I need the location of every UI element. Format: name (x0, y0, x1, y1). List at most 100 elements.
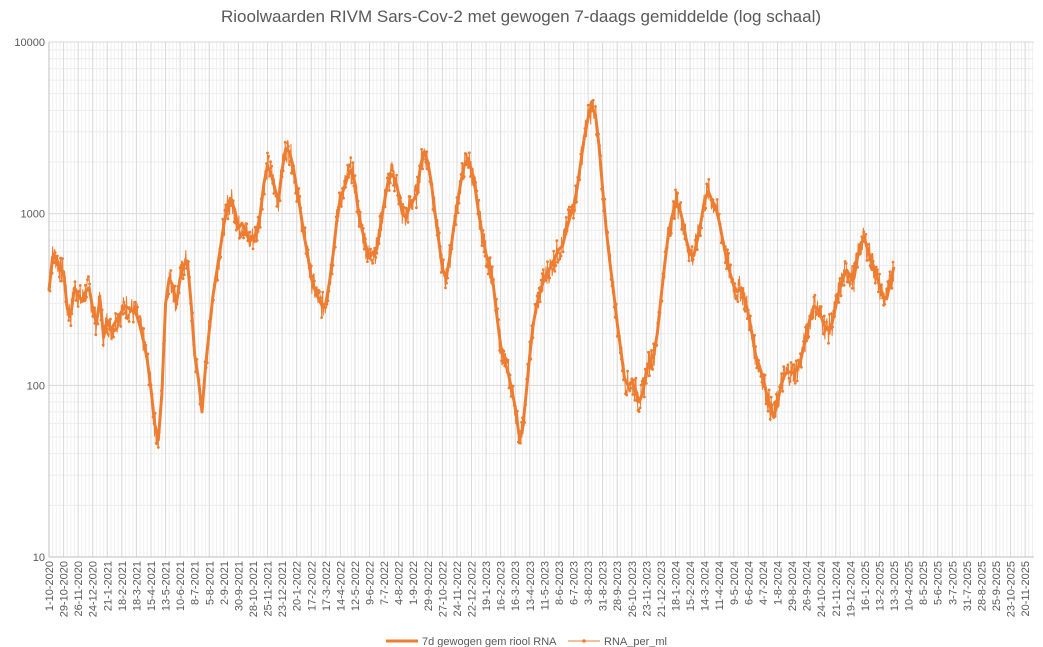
series-rna-per-ml-point (501, 361, 505, 365)
series-rna-per-ml-point (792, 378, 796, 382)
series-rna-per-ml-point (115, 327, 118, 331)
series-rna-per-ml-point (126, 315, 130, 318)
series-rna-per-ml-point (690, 245, 694, 249)
x-tick-label: 12-5-2022 (350, 561, 362, 611)
series-rna-per-ml-point (87, 275, 90, 279)
series-rna-per-ml-point (112, 335, 115, 339)
series-rna-per-ml-point (780, 372, 783, 375)
series-rna-per-ml-point (706, 183, 710, 187)
x-tick-label: 11-5-2023 (539, 561, 551, 610)
series-rna-per-ml-point (242, 236, 246, 240)
series-rna-per-ml-point (119, 325, 123, 328)
series-rna-per-ml-point (768, 417, 772, 421)
series-rna-per-ml-point (421, 167, 424, 171)
legend-label-raw: RNA_per_ml (604, 636, 667, 647)
series-rna-per-ml-point (74, 299, 78, 302)
series-rna-per-ml-point (287, 145, 290, 148)
series-rna-per-ml-point (766, 409, 770, 413)
series-rna-per-ml-point (371, 261, 375, 265)
series-rna-per-ml-point (676, 191, 679, 195)
series-rna-per-ml-point (468, 151, 471, 155)
series-rna-per-ml-point (444, 286, 447, 290)
series-rna-per-ml-point (408, 195, 412, 199)
series-rna-per-ml-point (763, 373, 767, 377)
chart-legend: 7d gewogen gem riool RNA RNA_per_ml (386, 636, 667, 647)
x-tick-label: 21-1-2021 (102, 561, 114, 611)
x-tick-label: 18-3-2021 (131, 561, 143, 611)
series-rna-per-ml-point (864, 232, 868, 236)
series-rna-per-ml-point (786, 363, 790, 367)
x-tick-label: 22-12-2022 (467, 561, 479, 617)
x-tick-label: 7-7-2022 (379, 561, 391, 605)
series-rna-per-ml-point (155, 442, 159, 446)
series-rna-per-ml-point (557, 258, 561, 262)
series-rna-per-ml-point (586, 103, 590, 107)
y-axis-ticks: 10 100 1000 10000 (14, 37, 45, 564)
x-tick-label: 5-6-2025 (933, 561, 945, 605)
series-rna-per-ml-point (552, 249, 556, 253)
series-rna-per-ml-point (311, 274, 315, 278)
series-rna-per-ml-point (156, 446, 160, 449)
series-rna-per-ml-point (265, 162, 268, 165)
x-tick-label: 19-12-2024 (845, 561, 857, 617)
series-rna-per-ml-point (500, 359, 504, 363)
series-rna-per-ml-point (337, 191, 341, 195)
series-rna-per-ml-point (888, 270, 892, 274)
series-rna-per-ml-point (136, 305, 139, 309)
series-rna-per-ml-point (813, 293, 817, 297)
x-tick-label: 18-2-2021 (117, 561, 129, 611)
series-rna-per-ml-point (366, 260, 369, 263)
series-rna-per-ml-point (178, 266, 182, 270)
series-rna-per-ml-point (245, 222, 249, 226)
series-rna-per-ml-point (886, 280, 890, 283)
series-rna-per-ml-point (672, 200, 675, 203)
series-rna-per-ml-point (729, 263, 732, 267)
series-rna-per-ml-point (548, 276, 551, 280)
x-tick-label: 13-5-2021 (161, 561, 173, 611)
x-tick-label: 14-4-2022 (335, 561, 347, 611)
series-rna-per-ml-point (769, 395, 773, 399)
series-rna-per-ml-point (828, 313, 831, 316)
x-tick-label: 25-9-2025 (991, 561, 1003, 611)
series-rna-per-ml-point (795, 379, 799, 383)
series-rna-per-ml-point (572, 216, 575, 220)
series-rna-per-ml-point (539, 278, 543, 282)
series-rna-per-ml-point (73, 280, 77, 283)
x-tick-label: 8-6-2023 (554, 561, 566, 605)
series-rna-per-ml-point (862, 230, 866, 234)
series-rna-per-ml-point (349, 156, 353, 160)
series-rna-per-ml-point (878, 272, 881, 276)
x-tick-label: 28-9-2023 (612, 561, 624, 611)
series-rna-per-ml-point (121, 312, 125, 316)
legend-marker-raw (582, 639, 586, 643)
x-tick-label: 9-6-2022 (365, 561, 377, 605)
series-rna-per-ml-point (873, 281, 877, 285)
series-rna-per-ml-point (767, 388, 771, 392)
series-rna-per-ml-point (387, 189, 391, 192)
series-rna-per-ml-point (725, 267, 728, 271)
series-rna-per-ml-point (374, 256, 378, 259)
series-rna-per-ml-point (830, 312, 833, 315)
series-rna-per-ml-point (839, 294, 843, 298)
series-rna-per-ml-point (811, 315, 815, 319)
series-rna-per-ml-point (369, 247, 372, 251)
series-rna-per-ml-point (351, 161, 355, 165)
series-rna-per-ml-point (385, 176, 389, 180)
series-rna-per-ml-point (648, 374, 651, 377)
x-tick-label: 15-4-2021 (146, 561, 158, 611)
series-rna-per-ml-point (68, 315, 72, 318)
x-tick-label: 10-4-2025 (904, 561, 916, 611)
series-rna-per-ml-point (486, 272, 490, 276)
series-rna-per-ml-point (288, 163, 291, 167)
series-rna-per-ml-point (794, 359, 798, 363)
series-rna-per-ml-point (415, 206, 418, 210)
series-rna-per-ml-point (739, 296, 743, 299)
x-tick-label: 5-8-2021 (204, 561, 216, 605)
series-rna-per-ml-point (76, 305, 80, 308)
series-rna-per-ml-point (488, 256, 492, 260)
legend-label-weighted: 7d gewogen gem riool RNA (422, 636, 557, 647)
series-rna-per-ml-point (538, 300, 542, 304)
series-rna-per-ml-point (561, 250, 565, 254)
series-rna-per-ml-point (640, 379, 644, 383)
